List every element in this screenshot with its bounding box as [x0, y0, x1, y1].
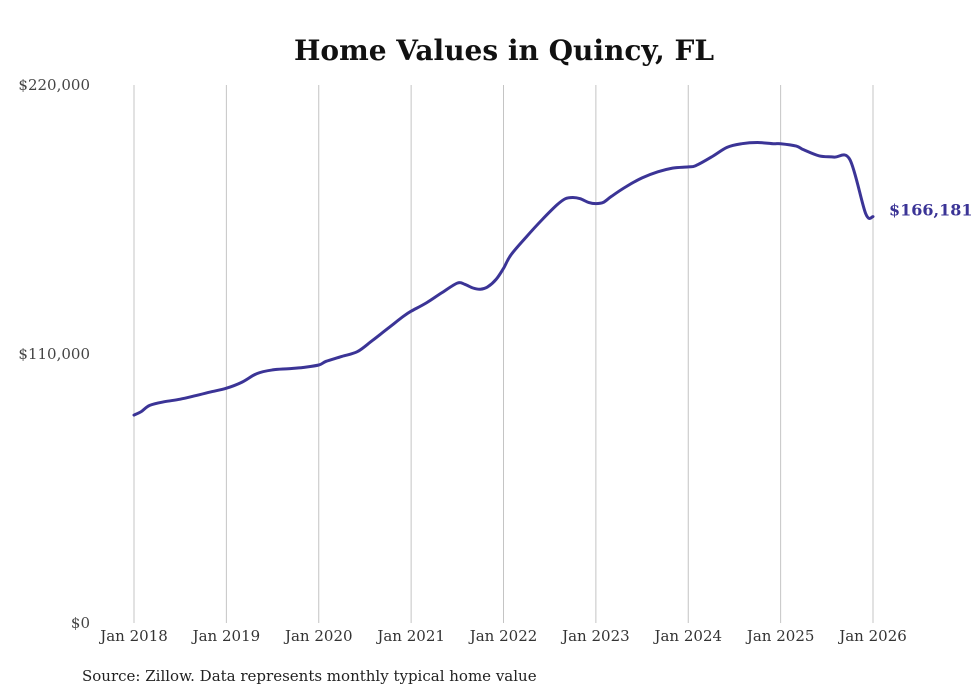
x-tick-label: Jan 2026: [837, 627, 907, 645]
x-axis: Jan 2018 Jan 2019 Jan 2020 Jan 2021 Jan 2022…: [98, 627, 907, 645]
series-end-label: $166,181: [889, 201, 973, 220]
x-tick-label: Jan 2021: [375, 627, 445, 645]
series-line: [132, 141, 875, 417]
x-tick-label: Jan 2018: [98, 627, 168, 645]
chart-title: Home Values in Quincy, FL: [294, 34, 714, 67]
source-note: Source: Zillow. Data represents monthly …: [82, 667, 537, 685]
x-tick-label: Jan 2020: [283, 627, 353, 645]
y-axis: $0 $110,000 $220,000: [18, 76, 90, 632]
y-tick-label: $220,000: [18, 76, 90, 94]
series-layer: $166,181: [132, 141, 973, 417]
y-tick-label: $0: [71, 614, 90, 632]
grid-lines: [133, 85, 874, 623]
x-tick-label: Jan 2019: [191, 627, 261, 645]
x-tick-label: Jan 2025: [745, 627, 815, 645]
x-tick-label: Jan 2024: [652, 627, 722, 645]
x-tick-label: Jan 2023: [560, 627, 630, 645]
y-tick-label: $110,000: [18, 345, 90, 363]
x-tick-label: Jan 2022: [468, 627, 538, 645]
